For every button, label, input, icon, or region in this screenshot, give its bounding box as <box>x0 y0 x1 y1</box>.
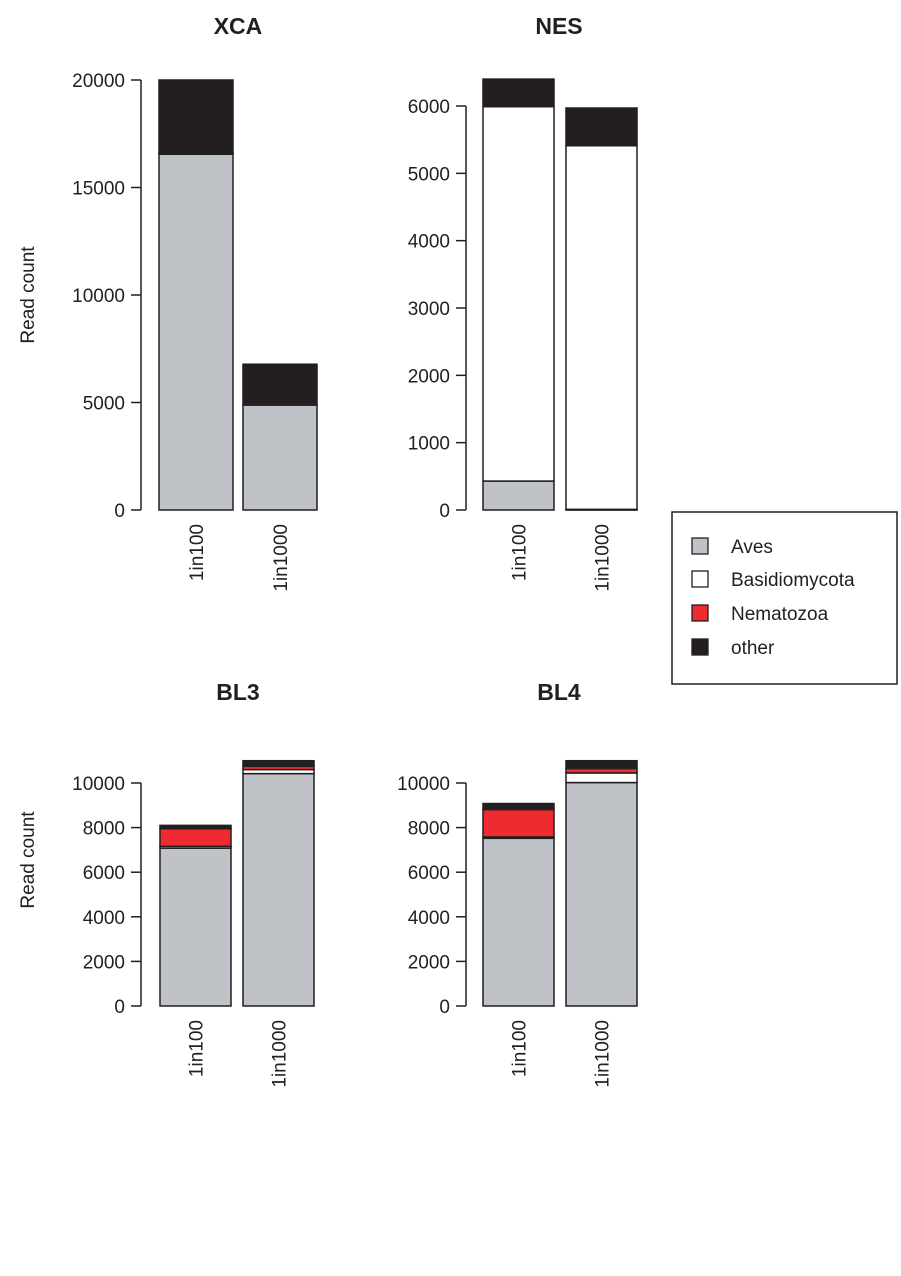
legend-item-nematozoa: Nematozoa <box>691 604 829 625</box>
bar-1in1000 <box>565 107 638 511</box>
panel-title: BL3 <box>216 679 259 705</box>
bar-1in1000 <box>242 759 315 1007</box>
y-tick-label: 4000 <box>408 908 450 929</box>
legend-item-basidiomycota: Basidiomycota <box>691 570 855 591</box>
y-tick-label: 0 <box>114 997 125 1018</box>
bar-segment-nematozoa <box>482 808 555 838</box>
x-tick-label: 1in1000 <box>270 1020 291 1088</box>
y-tick-label: 0 <box>439 501 450 522</box>
bar-segment-other <box>482 78 555 108</box>
legend-label-aves: Aves <box>731 537 773 558</box>
bar-1in100 <box>482 78 555 511</box>
bar-segment-basidiomycota <box>565 772 638 784</box>
y-tick-label: 8000 <box>83 819 125 840</box>
legend-swatch-basidiomycota <box>691 570 709 588</box>
y-tick-label: 10000 <box>397 774 450 795</box>
legend-item-aves: Aves <box>691 537 773 558</box>
y-tick-label: 6000 <box>408 863 450 884</box>
y-tick-label: 1000 <box>408 434 450 455</box>
legend-label-basidiomycota: Basidiomycota <box>731 570 855 591</box>
bar-segment-aves <box>482 837 555 1007</box>
x-tick-label: 1in1000 <box>593 524 614 592</box>
bar-segment-aves <box>242 404 318 511</box>
bar-segment-aves <box>482 480 555 511</box>
bar-segment-other <box>482 802 555 811</box>
panel-bl4: BL4 0 2000 4000 6000 8000 10000 1in100 1in1000 <box>397 679 638 1088</box>
y-tick-label: 20000 <box>72 71 125 92</box>
y-tick-label: 0 <box>439 997 450 1018</box>
bar-1in1000 <box>242 363 318 511</box>
bar-1in100 <box>159 824 232 1007</box>
panel-title: XCA <box>214 13 263 39</box>
legend: Aves Basidiomycota Nematozoa other <box>671 511 898 685</box>
y-tick-label: 2000 <box>408 952 450 973</box>
bar-segment-other <box>159 824 232 830</box>
x-tick-label: 1in1000 <box>593 1020 614 1088</box>
y-tick-label: 2000 <box>408 366 450 387</box>
y-tick-label: 6000 <box>83 863 125 884</box>
bar-segment-aves <box>159 847 232 1007</box>
legend-item-other: other <box>691 638 775 659</box>
panel-bl3: BL3 Read count 0 2000 4000 6000 8000 10000 1in10… <box>18 679 315 1088</box>
legend-swatch-other <box>691 638 709 656</box>
panel-title: BL4 <box>537 679 581 705</box>
y-tick-label: 0 <box>114 501 125 522</box>
panel-nes: NES 0 1000 2000 3000 4000 5000 6000 1in100 1in100… <box>408 13 638 592</box>
bar-segment-aves <box>565 781 638 1007</box>
legend-label-nematozoa: Nematozoa <box>731 604 829 625</box>
y-axis-label: Read count <box>18 246 39 344</box>
bar-1in100 <box>482 802 555 1007</box>
bar-segment-other <box>242 363 318 406</box>
bar-segment-basidiomycota <box>482 105 555 482</box>
x-tick-label: 1in100 <box>510 1020 531 1077</box>
panel-title: NES <box>535 13 582 39</box>
bar-segment-other <box>565 107 638 147</box>
bar-segment-other <box>565 759 638 770</box>
x-tick-label: 1in100 <box>510 524 531 581</box>
x-tick-label: 1in100 <box>187 524 208 581</box>
y-tick-label: 5000 <box>408 164 450 185</box>
y-tick-label: 4000 <box>408 232 450 253</box>
y-tick-label: 3000 <box>408 299 450 320</box>
bar-1in100 <box>158 79 234 511</box>
legend-swatch-aves <box>691 537 709 555</box>
y-tick-label: 10000 <box>72 286 125 307</box>
y-tick-label: 15000 <box>72 179 125 200</box>
y-tick-label: 2000 <box>83 952 125 973</box>
bar-segment-other <box>242 759 315 768</box>
x-tick-label: 1in1000 <box>271 524 292 592</box>
y-tick-label: 8000 <box>408 819 450 840</box>
legend-label-other: other <box>731 638 775 659</box>
bar-segment-other <box>158 79 234 154</box>
bar-segment-basidiomycota <box>565 144 638 511</box>
legend-box <box>671 511 898 685</box>
y-tick-label: 10000 <box>72 774 125 795</box>
y-tick-label: 5000 <box>83 394 125 415</box>
bar-segment-nematozoa <box>159 827 232 848</box>
bar-1in1000 <box>565 759 638 1007</box>
y-tick-label: 6000 <box>408 97 450 118</box>
bar-segment-aves <box>158 153 234 511</box>
y-axis-label: Read count <box>18 811 39 909</box>
panel-xca: XCA Read count 0 5000 10000 15000 20000 1in100 1… <box>18 13 318 592</box>
legend-swatch-nematozoa <box>691 604 709 622</box>
bar-segment-aves <box>242 772 315 1007</box>
x-tick-label: 1in100 <box>187 1020 208 1077</box>
y-tick-label: 4000 <box>83 908 125 929</box>
